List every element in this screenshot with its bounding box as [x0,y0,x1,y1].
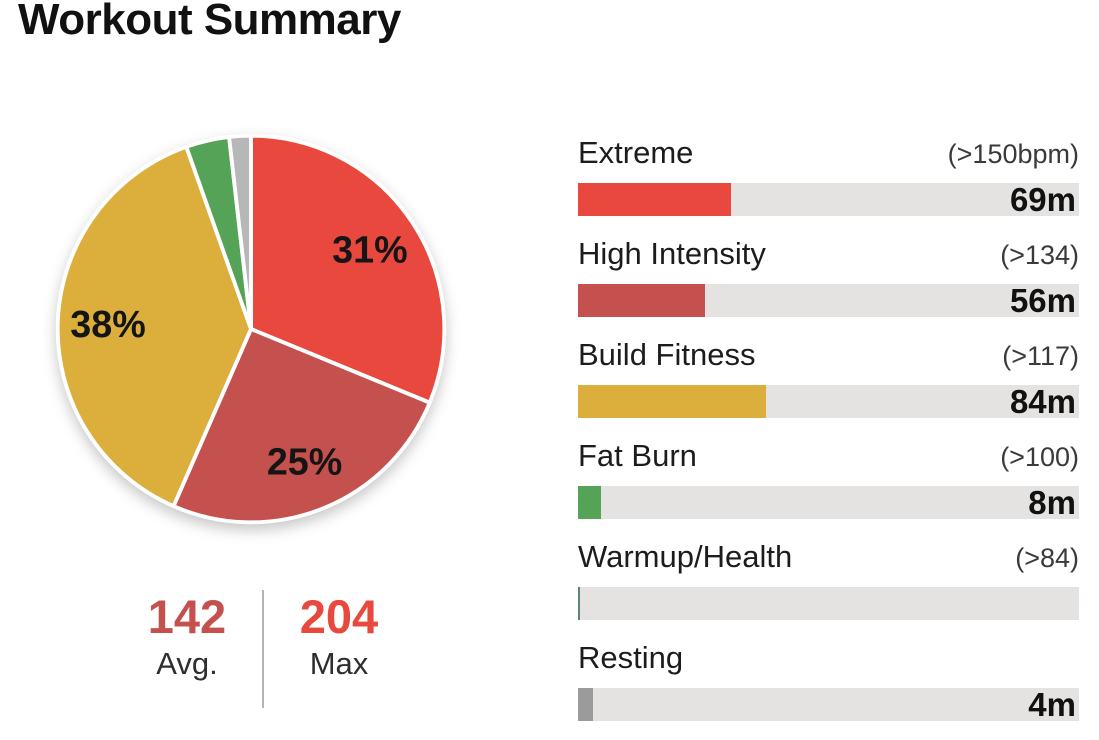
zone-bar-fill [578,183,732,216]
zone-time: 84m [1009,383,1076,420]
zone-header: Warmup/Health (>84) [578,538,1079,576]
zone-row: Extreme (>150bpm) 69m [578,134,1079,218]
max-value: 204 [299,590,379,643]
avg-value: 142 [147,590,227,643]
heart-rate-stats: 142 Avg. 204 Max [112,590,414,708]
zone-bar-fill [578,486,602,519]
zone-list: Extreme (>150bpm) 69m High Intensity (>1… [578,134,1079,740]
zone-row: High Intensity (>134) 56m [578,235,1079,319]
pie-chart: 31% 25% 38% [55,133,447,525]
zone-bar-track: 69m [578,181,1079,218]
zone-bar-track: 84m [578,383,1079,420]
zone-header: Build Fitness (>117) [578,336,1079,374]
pie-slice-build-fitness [55,144,253,509]
zone-bar-track: 4m [578,686,1079,723]
zone-time: 4m [1028,686,1076,723]
zone-row: Build Fitness (>117) 84m [578,336,1079,420]
zone-name: Warmup/Health [578,539,793,574]
zone-row: Resting 4m [578,639,1079,723]
zone-threshold: (>84) [1015,543,1079,573]
zone-bar-track: 56m [578,282,1079,319]
zone-bar-track [578,587,1079,620]
zone-row: Fat Burn (>100) 8m [578,437,1079,521]
pie-slice-label: 31% [332,228,407,270]
avg-heart-rate: 142 Avg. [112,590,262,708]
pie-slice-label: 38% [70,303,145,345]
pie-slice-high-intensity [171,327,432,525]
zone-name: High Intensity [578,236,766,271]
pie-slice-resting [227,133,253,331]
zone-threshold: (>117) [1002,341,1079,371]
zone-header: Extreme (>150bpm) [578,134,1079,172]
avg-label: Avg. [156,646,218,681]
zone-time: 56m [1009,282,1076,319]
zone-name: Build Fitness [578,337,756,372]
zone-bar-track: 8m [578,484,1079,521]
zone-header: High Intensity (>134) [578,235,1079,273]
stats-divider [262,590,264,708]
max-heart-rate: 204 Max [264,590,414,708]
zone-threshold: (>150bpm) [947,139,1079,169]
zone-time: 69m [1009,181,1076,218]
zone-threshold: (>100) [1000,442,1079,472]
zone-name: Resting [578,640,684,675]
zone-name: Extreme [578,135,694,170]
zone-header: Resting [578,639,1079,677]
zone-threshold: (>134) [1000,240,1079,270]
zone-bar-fill [578,587,580,620]
zone-name: Fat Burn [578,438,697,473]
page-title: Workout Summary [18,0,401,44]
zone-bar-fill [578,284,706,317]
zone-time: 8m [1028,484,1076,521]
max-label: Max [309,646,369,681]
zone-bar-fill [578,688,594,721]
pie-slice-extreme [249,133,447,405]
pie-slice-label: 25% [267,441,342,483]
zone-row: Warmup/Health (>84) [578,538,1079,620]
zone-bar-fill [578,385,767,418]
zone-header: Fat Burn (>100) [578,437,1079,475]
